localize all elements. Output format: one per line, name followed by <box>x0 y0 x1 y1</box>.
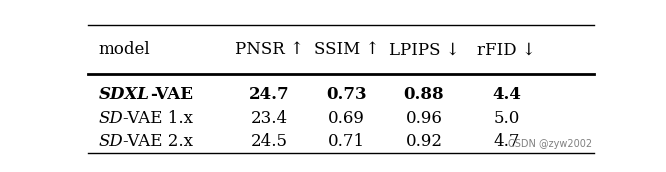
Text: 23.4: 23.4 <box>250 110 288 127</box>
Text: SSIM ↑: SSIM ↑ <box>314 41 379 58</box>
Text: 0.88: 0.88 <box>404 86 444 103</box>
Text: CSDN @zyw2002: CSDN @zyw2002 <box>507 139 591 149</box>
Text: 4.7: 4.7 <box>494 133 519 150</box>
Text: 24.7: 24.7 <box>249 86 289 103</box>
Text: 24.5: 24.5 <box>250 133 288 150</box>
Text: -VAE 2.x: -VAE 2.x <box>123 133 194 150</box>
Text: 4.4: 4.4 <box>492 86 521 103</box>
Text: -VAE 1.x: -VAE 1.x <box>123 110 194 127</box>
Text: 0.71: 0.71 <box>328 133 365 150</box>
Text: PNSR ↑: PNSR ↑ <box>234 41 304 58</box>
Text: 0.69: 0.69 <box>328 110 365 127</box>
Text: model: model <box>99 41 151 58</box>
Text: 5.0: 5.0 <box>494 110 519 127</box>
Text: 0.92: 0.92 <box>406 133 442 150</box>
Text: 0.73: 0.73 <box>326 86 367 103</box>
Text: SD: SD <box>99 133 123 150</box>
Text: -VAE: -VAE <box>150 86 192 103</box>
Text: SDXL: SDXL <box>99 86 150 103</box>
Text: 0.96: 0.96 <box>406 110 442 127</box>
Text: SD: SD <box>99 110 123 127</box>
Text: LPIPS ↓: LPIPS ↓ <box>388 41 460 58</box>
Text: rFID ↓: rFID ↓ <box>477 41 536 58</box>
